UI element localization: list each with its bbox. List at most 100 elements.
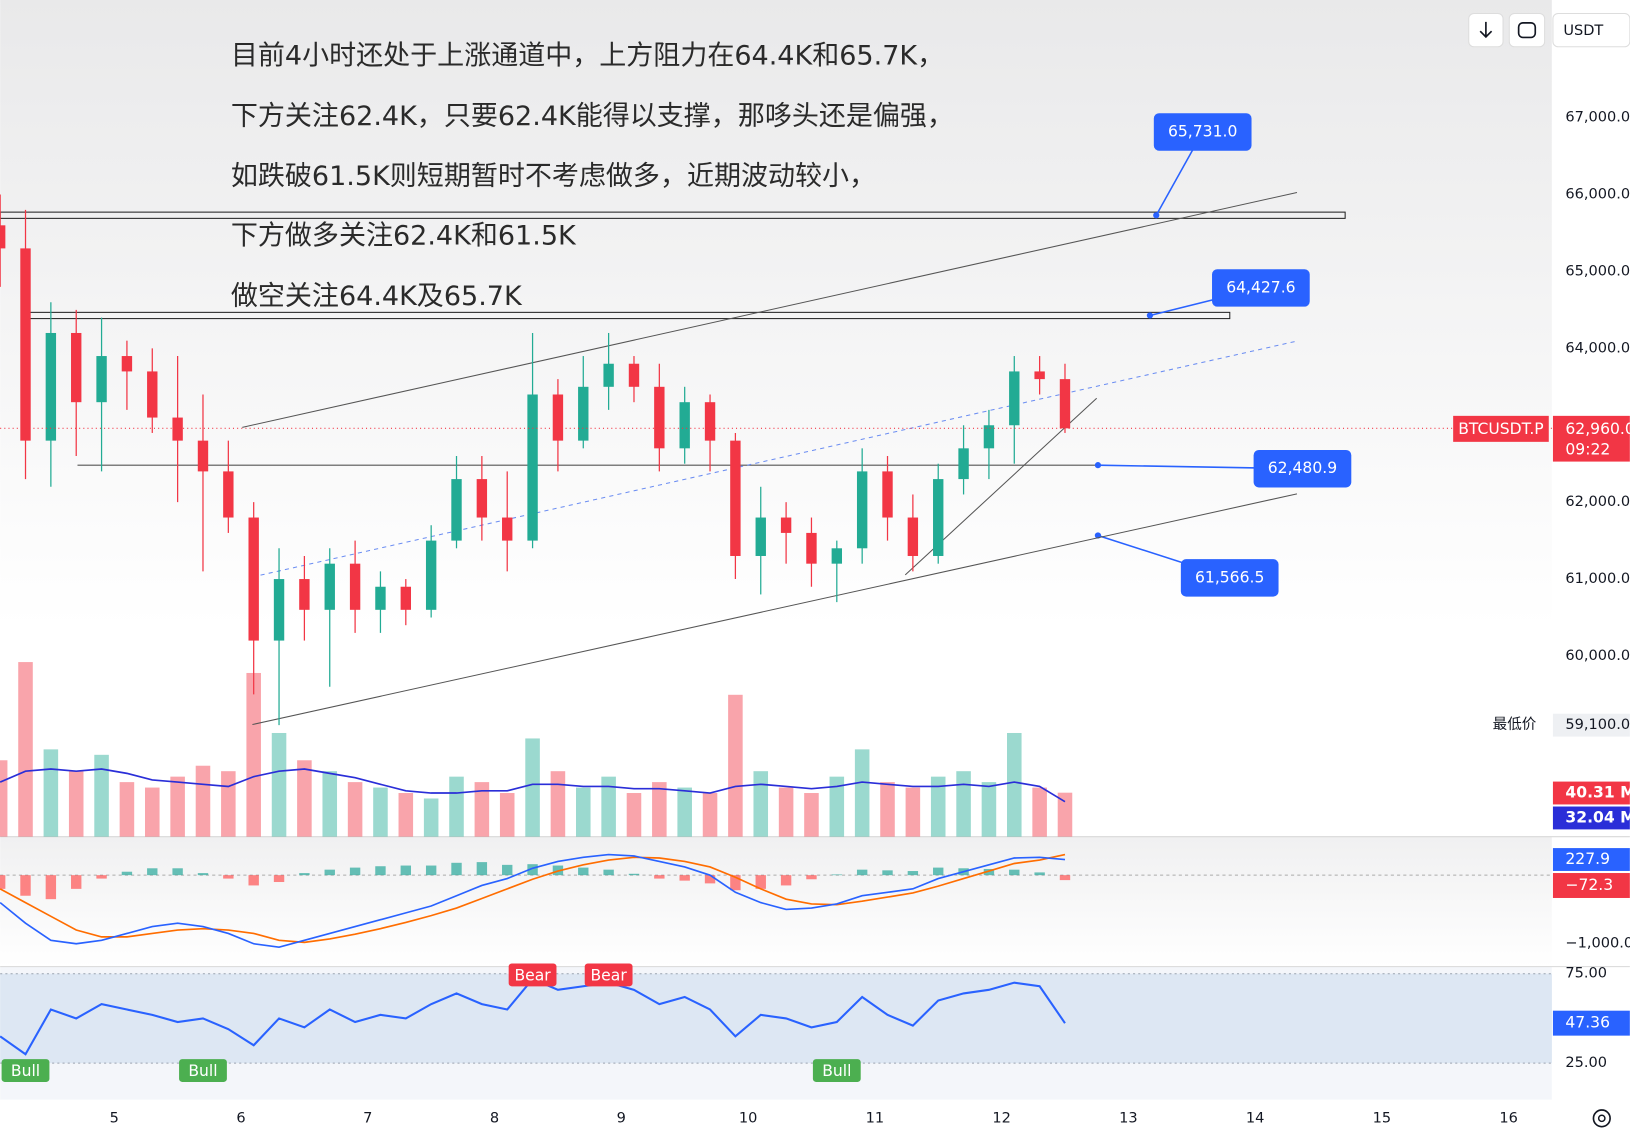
macd-histogram-bar	[679, 875, 690, 881]
volume-bar	[373, 787, 388, 837]
candle-body	[425, 540, 437, 610]
download-icon	[1479, 21, 1493, 39]
macd-histogram-bar	[172, 868, 183, 876]
candle-body	[502, 517, 513, 541]
macd-histogram-bar	[96, 875, 107, 879]
volume-bar	[423, 798, 439, 837]
volume-bar	[0, 760, 8, 837]
y-tick-label: 64,000.0	[1565, 339, 1630, 356]
volume-bar	[550, 771, 566, 837]
candle-body	[806, 532, 817, 564]
macd-histogram-bar	[451, 862, 462, 876]
macd-histogram-bar	[628, 873, 640, 876]
candle-body	[273, 579, 285, 641]
candle-body	[882, 471, 893, 518]
macd-histogram-bar	[654, 875, 665, 879]
macd-histogram-bar	[425, 865, 437, 876]
signal-label: Bear	[514, 966, 551, 984]
candle-body	[299, 579, 310, 610]
volume-bar	[499, 793, 515, 837]
candle-body	[1059, 379, 1071, 429]
volume-bar	[195, 765, 211, 837]
trend-line	[252, 340, 1298, 578]
x-tick-label: 5	[110, 1109, 119, 1126]
macd-pane	[0, 836, 1552, 967]
candle-body	[45, 332, 57, 441]
rsi-tick-label: 25.00	[1565, 1054, 1607, 1071]
candle-body	[172, 417, 183, 441]
candle-body	[527, 394, 538, 541]
volume-bar	[347, 782, 363, 837]
signal-tag	[1, 1059, 50, 1082]
macd-histogram-bar	[400, 865, 412, 876]
volume-ma-line	[0, 768, 1066, 803]
volume-bar	[677, 787, 692, 837]
macd-histogram-bar	[20, 875, 31, 896]
macd-tag-label: 227.9	[1565, 850, 1610, 868]
signal-label: Bull	[188, 1062, 217, 1080]
volume-bar	[601, 776, 616, 837]
callout-box	[1153, 113, 1252, 151]
x-tick-label: 15	[1373, 1109, 1392, 1126]
signal-label: Bull	[822, 1062, 851, 1080]
macd-signal-line	[0, 853, 1066, 944]
callout-point	[1094, 462, 1102, 469]
y-tick-label: 61,000.0	[1565, 570, 1630, 587]
candle-body	[0, 225, 6, 249]
candle-body	[71, 332, 82, 403]
signal-label: Bull	[11, 1062, 40, 1080]
macd-histogram-bar	[907, 871, 919, 876]
volume-bar	[297, 760, 312, 837]
volume-bar	[728, 694, 743, 837]
candle-body	[1009, 371, 1020, 426]
macd-tag	[1552, 848, 1630, 871]
settings-button[interactable]	[1592, 1109, 1611, 1128]
volume-ma-tag-label: 32.04 M	[1565, 808, 1630, 826]
macd-histogram-bar	[197, 873, 209, 876]
candle-body	[730, 440, 741, 556]
trend-line	[242, 191, 1298, 428]
candle-body	[1034, 371, 1045, 380]
note-line: 目前4小时还处于上涨通道中，上方阻力在64.4K和65.7K，	[231, 41, 944, 72]
macd-histogram-bar	[45, 875, 57, 900]
countdown-label: 09:22	[1565, 441, 1610, 459]
macd-histogram-bar	[71, 875, 82, 889]
volume-bar	[68, 771, 84, 837]
candle-body	[121, 356, 133, 372]
macd-tick-label: −1,000.0	[1565, 935, 1630, 952]
callout-point	[1146, 312, 1154, 319]
volume-bar	[474, 782, 490, 837]
signal-label: Bear	[591, 966, 628, 984]
candle-body	[552, 394, 564, 441]
volume-bar	[905, 787, 921, 837]
volume-bar	[271, 732, 287, 837]
candle-body	[96, 356, 107, 403]
volume-bar	[43, 749, 59, 837]
candle-body	[451, 479, 462, 541]
callout-box	[1180, 559, 1279, 597]
rsi-tick-label: 75.00	[1565, 965, 1607, 982]
y-tick-label: 66,000.0	[1565, 186, 1630, 203]
y-tick-label: 60,000.0	[1565, 647, 1630, 664]
note-line: 下方关注62.4K，只要62.4K能得以支撑，那哆头还是偏强，	[231, 101, 954, 132]
symbol-label: BTCUSDT.P	[1458, 420, 1543, 438]
macd-histogram-bar	[476, 862, 488, 876]
macd-histogram-bar	[704, 875, 716, 884]
candle-body	[704, 402, 716, 441]
refresh-button[interactable]	[1508, 12, 1546, 48]
x-tick-label: 13	[1119, 1109, 1138, 1126]
volume-bar	[1057, 792, 1073, 837]
macd-histogram-bar	[983, 868, 995, 876]
macd-histogram-bar	[780, 875, 792, 886]
macd-histogram-bar	[755, 875, 766, 889]
price-tag	[1552, 415, 1630, 462]
volume-bar	[956, 771, 971, 837]
volume-bar	[1032, 787, 1047, 837]
macd-histogram-bar	[603, 869, 614, 876]
currency-label: USDT	[1563, 22, 1603, 39]
signal-tag	[508, 963, 557, 987]
callout-point	[1153, 212, 1160, 219]
y-tick-label: 67,000.0	[1565, 109, 1630, 126]
macd-histogram-bar	[856, 869, 868, 876]
